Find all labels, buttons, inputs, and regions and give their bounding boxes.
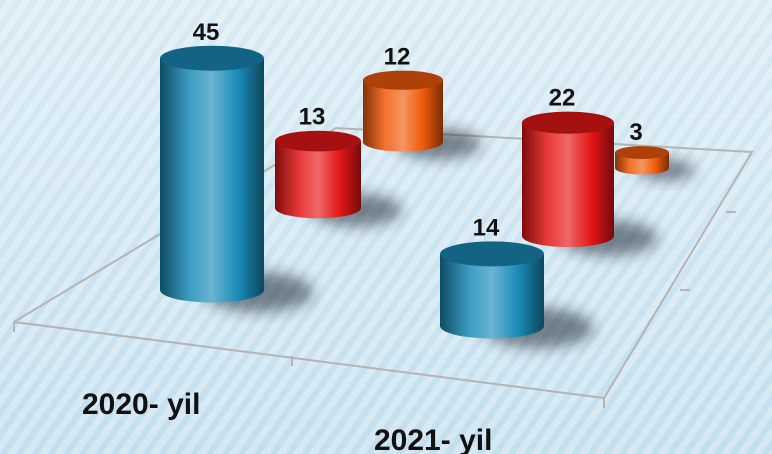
category-labels: 2020- yil 2021- yil <box>82 388 492 454</box>
bar-top <box>522 111 614 134</box>
bar-series-1-2020-yil <box>160 45 314 312</box>
bar-top <box>440 241 544 267</box>
data-labels: 12 3 13 22 45 14 <box>193 19 643 242</box>
category-label: 2021- yil <box>374 424 492 454</box>
bar-body <box>363 80 443 152</box>
data-label: 12 <box>384 44 411 71</box>
data-label: 14 <box>473 214 500 241</box>
bar-series-3-2021-yil <box>615 146 695 181</box>
bar-top <box>160 45 264 71</box>
bar-series-3-2020-yil <box>363 70 481 160</box>
data-label: 3 <box>629 119 642 146</box>
bar-body <box>160 58 264 303</box>
bar-body <box>275 141 361 219</box>
bar-series-2-2020-yil <box>275 130 402 227</box>
bar-top <box>363 70 443 90</box>
bar-top <box>615 146 669 160</box>
bar-body <box>522 122 614 248</box>
bars-layer <box>160 45 695 348</box>
bar-top <box>275 130 361 152</box>
category-label: 2020- yil <box>82 388 200 421</box>
data-label: 13 <box>299 104 326 131</box>
bar-series-1-2021-yil <box>440 241 594 348</box>
bar-series-2-2021-yil <box>522 111 658 256</box>
data-label: 22 <box>549 85 576 112</box>
data-label: 45 <box>193 19 220 46</box>
bar-body <box>440 253 544 339</box>
